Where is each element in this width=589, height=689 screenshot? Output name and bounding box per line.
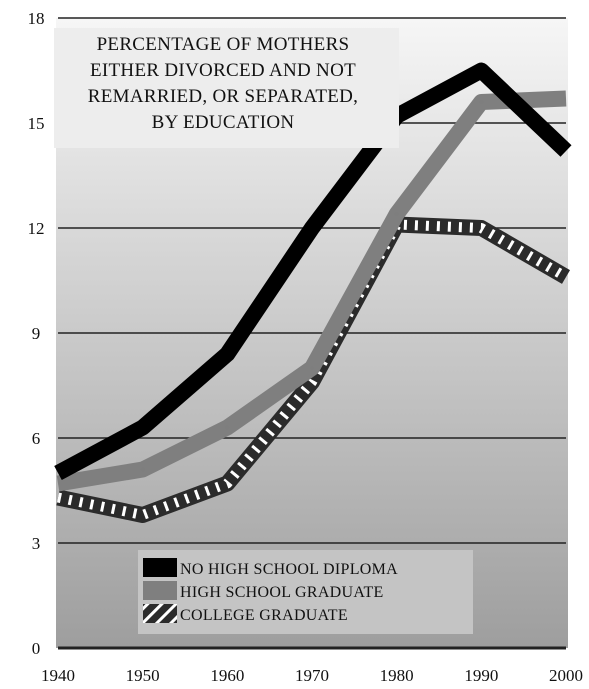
x-tick-label: 1990 — [464, 666, 498, 685]
data-point-college-graduate — [56, 496, 60, 500]
y-tick-label: 0 — [32, 639, 41, 658]
legend: NO HIGH SCHOOL DIPLOMA HIGH SCHOOL GRADU… — [143, 558, 398, 624]
data-point-no-high-school-diploma — [225, 352, 229, 356]
y-tick-label: 6 — [32, 429, 41, 448]
series-line-no-high-school-diploma — [54, 62, 572, 481]
title-line-4: BY EDUCATION — [152, 112, 295, 133]
legend-label: COLLEGE GRADUATE — [180, 607, 348, 624]
x-tick-label: 1950 — [126, 666, 160, 685]
title-line-1: PERCENTAGE OF MOTHERS — [97, 34, 350, 55]
y-tick-label: 15 — [28, 114, 45, 133]
data-point-no-high-school-diploma — [141, 426, 145, 430]
series-hatch-college-graduate — [56, 219, 569, 520]
data-point-college-graduate — [310, 380, 314, 384]
x-tick-label: 1960 — [210, 666, 244, 685]
chart-title: PERCENTAGE OF MOTHERS EITHER DIVORCED AN… — [88, 34, 358, 133]
axis-tick-labels: 0 3 6 9 12 15 18 1940 1950 1960 1970 1980 1990 2000 — [28, 9, 584, 685]
data-point-high-school-graduate — [310, 366, 314, 370]
data-point-high-school-graduate — [225, 426, 229, 430]
title-backdrop — [54, 28, 399, 148]
y-tick-label: 3 — [32, 534, 41, 553]
data-point-high-school-graduate — [564, 97, 568, 101]
y-tick-label: 18 — [28, 9, 45, 28]
legend-swatch-gray — [143, 581, 177, 600]
data-point-high-school-graduate — [395, 212, 399, 216]
legend-item-high-school-graduate: HIGH SCHOOL GRADUATE — [143, 581, 384, 601]
legend-swatch-hatched — [143, 604, 177, 623]
data-point-college-graduate — [564, 275, 568, 279]
y-tick-label: 9 — [32, 324, 41, 343]
data-point-high-school-graduate — [56, 482, 60, 486]
legend-label: NO HIGH SCHOOL DIPLOMA — [180, 561, 398, 578]
data-point-no-high-school-diploma — [310, 226, 314, 230]
series-lines — [54, 62, 572, 523]
legend-item-no-high-school-diploma: NO HIGH SCHOOL DIPLOMA — [143, 558, 398, 578]
legend-label: HIGH SCHOOL GRADUATE — [180, 584, 384, 601]
legend-item-college-graduate: COLLEGE GRADUATE — [143, 604, 348, 624]
data-point-no-high-school-diploma — [564, 149, 568, 153]
y-tick-label: 12 — [28, 219, 45, 238]
legend-backdrop — [138, 550, 473, 634]
legend-swatch-black — [143, 558, 177, 577]
x-tick-label: 1980 — [380, 666, 414, 685]
data-point-college-graduate — [141, 513, 145, 517]
x-tick-label: 2000 — [549, 666, 583, 685]
title-line-2: EITHER DIVORCED AND NOT — [90, 60, 356, 81]
data-point-high-school-graduate — [479, 100, 483, 104]
data-point-college-graduate — [225, 482, 229, 486]
data-point-no-high-school-diploma — [56, 471, 60, 475]
data-point-no-high-school-diploma — [479, 69, 483, 73]
data-point-college-graduate — [479, 226, 483, 230]
x-tick-label: 1970 — [295, 666, 329, 685]
series-line-high-school-graduate — [56, 90, 567, 492]
x-tick-label: 1940 — [41, 666, 75, 685]
data-point-high-school-graduate — [141, 468, 145, 472]
title-line-3: REMARRIED, OR SEPARATED, — [88, 86, 358, 107]
